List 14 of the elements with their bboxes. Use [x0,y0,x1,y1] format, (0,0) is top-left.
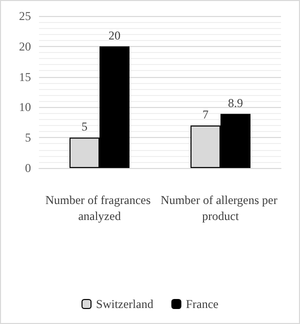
legend-label: Switzerland [96,297,154,311]
data-label: 8.9 [228,96,243,110]
data-label: 5 [82,120,88,134]
data-label: 20 [108,28,120,42]
y-tick-label: 10 [19,100,31,114]
y-tick-label: 25 [19,9,31,23]
y-tick-label: 15 [19,70,31,84]
legend-label: France [186,297,218,311]
y-tick-label: 20 [19,39,31,54]
data-label: 7 [202,107,208,122]
x-tick-label: Number of allergens per product [160,193,280,223]
y-tick-label: 0 [25,161,31,175]
y-tick-label: 5 [25,130,31,145]
x-tick-label: Number of fragrances analyzed [45,193,154,223]
